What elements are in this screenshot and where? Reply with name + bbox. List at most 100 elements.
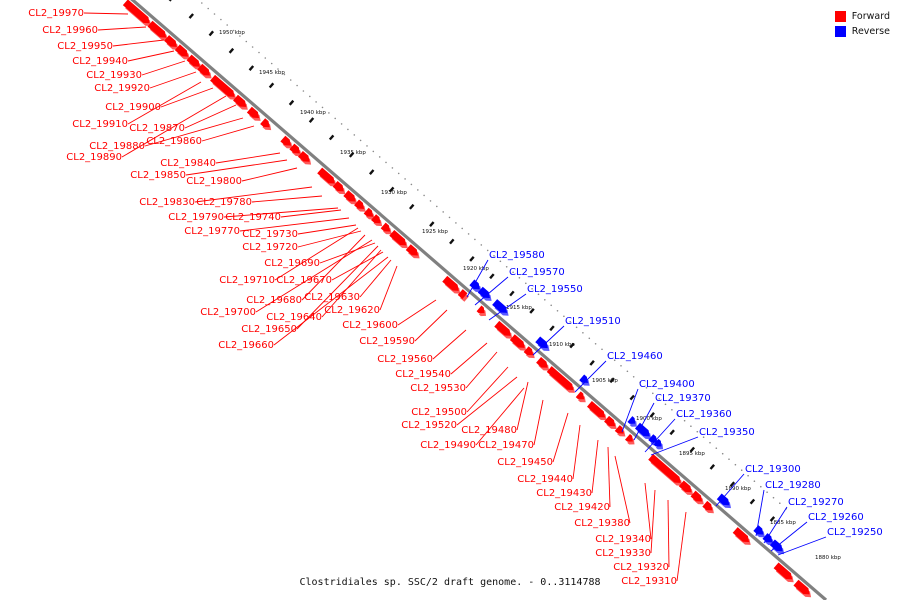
leader-line (572, 424, 581, 480)
ruler-dot (347, 128, 349, 131)
leader-line (97, 26, 147, 31)
ruler-dot (436, 205, 438, 208)
gene-label-forward: CL2_19790 (168, 212, 224, 223)
ruler-dot (772, 496, 775, 499)
gene-label-reverse: CL2_19400 (639, 379, 695, 390)
ruler-tick (188, 13, 195, 19)
leader-line (650, 436, 699, 456)
gene-label-forward: CL2_19890 (66, 152, 122, 163)
ruler-dot (575, 326, 578, 329)
gene-feature (233, 94, 248, 110)
ruler-dot (690, 425, 692, 428)
ruler-dot (245, 40, 248, 43)
gene-label-forward: CL2_19520 (401, 420, 457, 431)
ruler-tick (609, 377, 615, 384)
leader-line (141, 60, 186, 76)
genome-ruler (130, 0, 828, 600)
ruler-dot (340, 123, 343, 125)
gene-feature (769, 539, 785, 555)
gene-label-forward: CL2_19600 (342, 320, 398, 331)
leader-line (474, 276, 509, 306)
gene-label-reverse: CL2_19550 (527, 284, 583, 295)
gene-label-forward: CL2_19430 (536, 488, 592, 499)
kbp-tick-label: 1900 kbp (636, 416, 662, 422)
gene-feature (297, 150, 312, 165)
ruler-dot (334, 117, 337, 120)
leader-line (112, 39, 165, 47)
gene-label-reverse: CL2_19510 (565, 316, 621, 327)
gene-label-reverse: CL2_19370 (655, 393, 711, 404)
gene-feature (317, 167, 337, 187)
kbp-tick-label: 1905 kbp (592, 378, 618, 384)
gene-label-forward: CL2_19880 (89, 141, 145, 152)
kbp-tick-label: 1935 kbp (340, 150, 366, 156)
gene-feature (380, 222, 392, 235)
gene-label-forward: CL2_19850 (130, 170, 186, 181)
gene-feature (405, 244, 420, 259)
ruler-dot (455, 222, 457, 224)
gene-feature (289, 143, 302, 157)
legend-forward: Forward (834, 9, 890, 23)
ruler-dot (201, 2, 203, 4)
gene-label-forward: CL2_19620 (324, 305, 380, 316)
gene-feature (147, 20, 168, 41)
gene-label-forward: CL2_19970 (28, 8, 84, 19)
leader-line (301, 234, 366, 301)
gene-feature (354, 199, 366, 212)
ruler-dot (556, 310, 559, 312)
ruler-dot (499, 260, 502, 263)
leader-line (251, 195, 323, 203)
ruler-dot (315, 101, 317, 103)
leader-line (770, 521, 808, 552)
leader-line (273, 256, 389, 346)
gene-label-forward: CL2_19730 (242, 229, 298, 240)
gene-label-forward: CL2_19310 (621, 576, 677, 587)
ruler-dot (328, 112, 330, 114)
leader-line (777, 536, 827, 556)
ruler-tick (549, 325, 555, 332)
ruler-dot (397, 172, 400, 175)
ruler-tick (168, 0, 172, 2)
ruler-dot (486, 249, 489, 252)
ruler-dot (632, 376, 635, 378)
ruler-tick (769, 516, 776, 522)
leader-line (532, 325, 565, 356)
gene-label-forward: CL2_19900 (105, 102, 161, 113)
gene-feature (773, 562, 794, 583)
leader-line (297, 224, 357, 235)
ruler-tick (469, 256, 475, 262)
ruler-dot (740, 469, 743, 472)
ruler-dot (448, 216, 451, 219)
kbp-tick-label: 1885 kbp (770, 520, 796, 526)
leader-line (280, 209, 342, 218)
leader-line (456, 376, 518, 426)
gene-feature (753, 525, 765, 538)
leader-line (650, 489, 656, 554)
gene-feature (343, 190, 358, 205)
ruler-tick (529, 308, 535, 314)
leader-line (331, 251, 384, 281)
ruler-tick (649, 412, 655, 418)
ruler-dot (289, 79, 292, 81)
gene-label-forward: CL2_19630 (304, 292, 360, 303)
leader-line (644, 418, 676, 453)
gene-label-forward: CL2_19780 (196, 197, 252, 208)
gene-label-forward: CL2_19560 (377, 354, 433, 365)
gene-feature (604, 415, 617, 430)
ruler-dot (404, 178, 406, 180)
gene-label-forward: CL2_19470 (478, 440, 534, 451)
ruler-dot (658, 398, 660, 400)
kbp-tick-label: 1950 kbp (219, 30, 245, 36)
leader-line (591, 439, 599, 494)
ruler-dot (601, 348, 603, 351)
gene-feature (371, 214, 383, 227)
ruler-dot (550, 304, 552, 307)
ruler-tick (669, 429, 675, 436)
leader-line (321, 249, 382, 318)
leader-line (533, 399, 544, 446)
leader-line (144, 117, 244, 147)
ruler-dot (734, 463, 737, 466)
gene-label-forward: CL2_19770 (184, 226, 240, 237)
leader-line (274, 227, 359, 281)
